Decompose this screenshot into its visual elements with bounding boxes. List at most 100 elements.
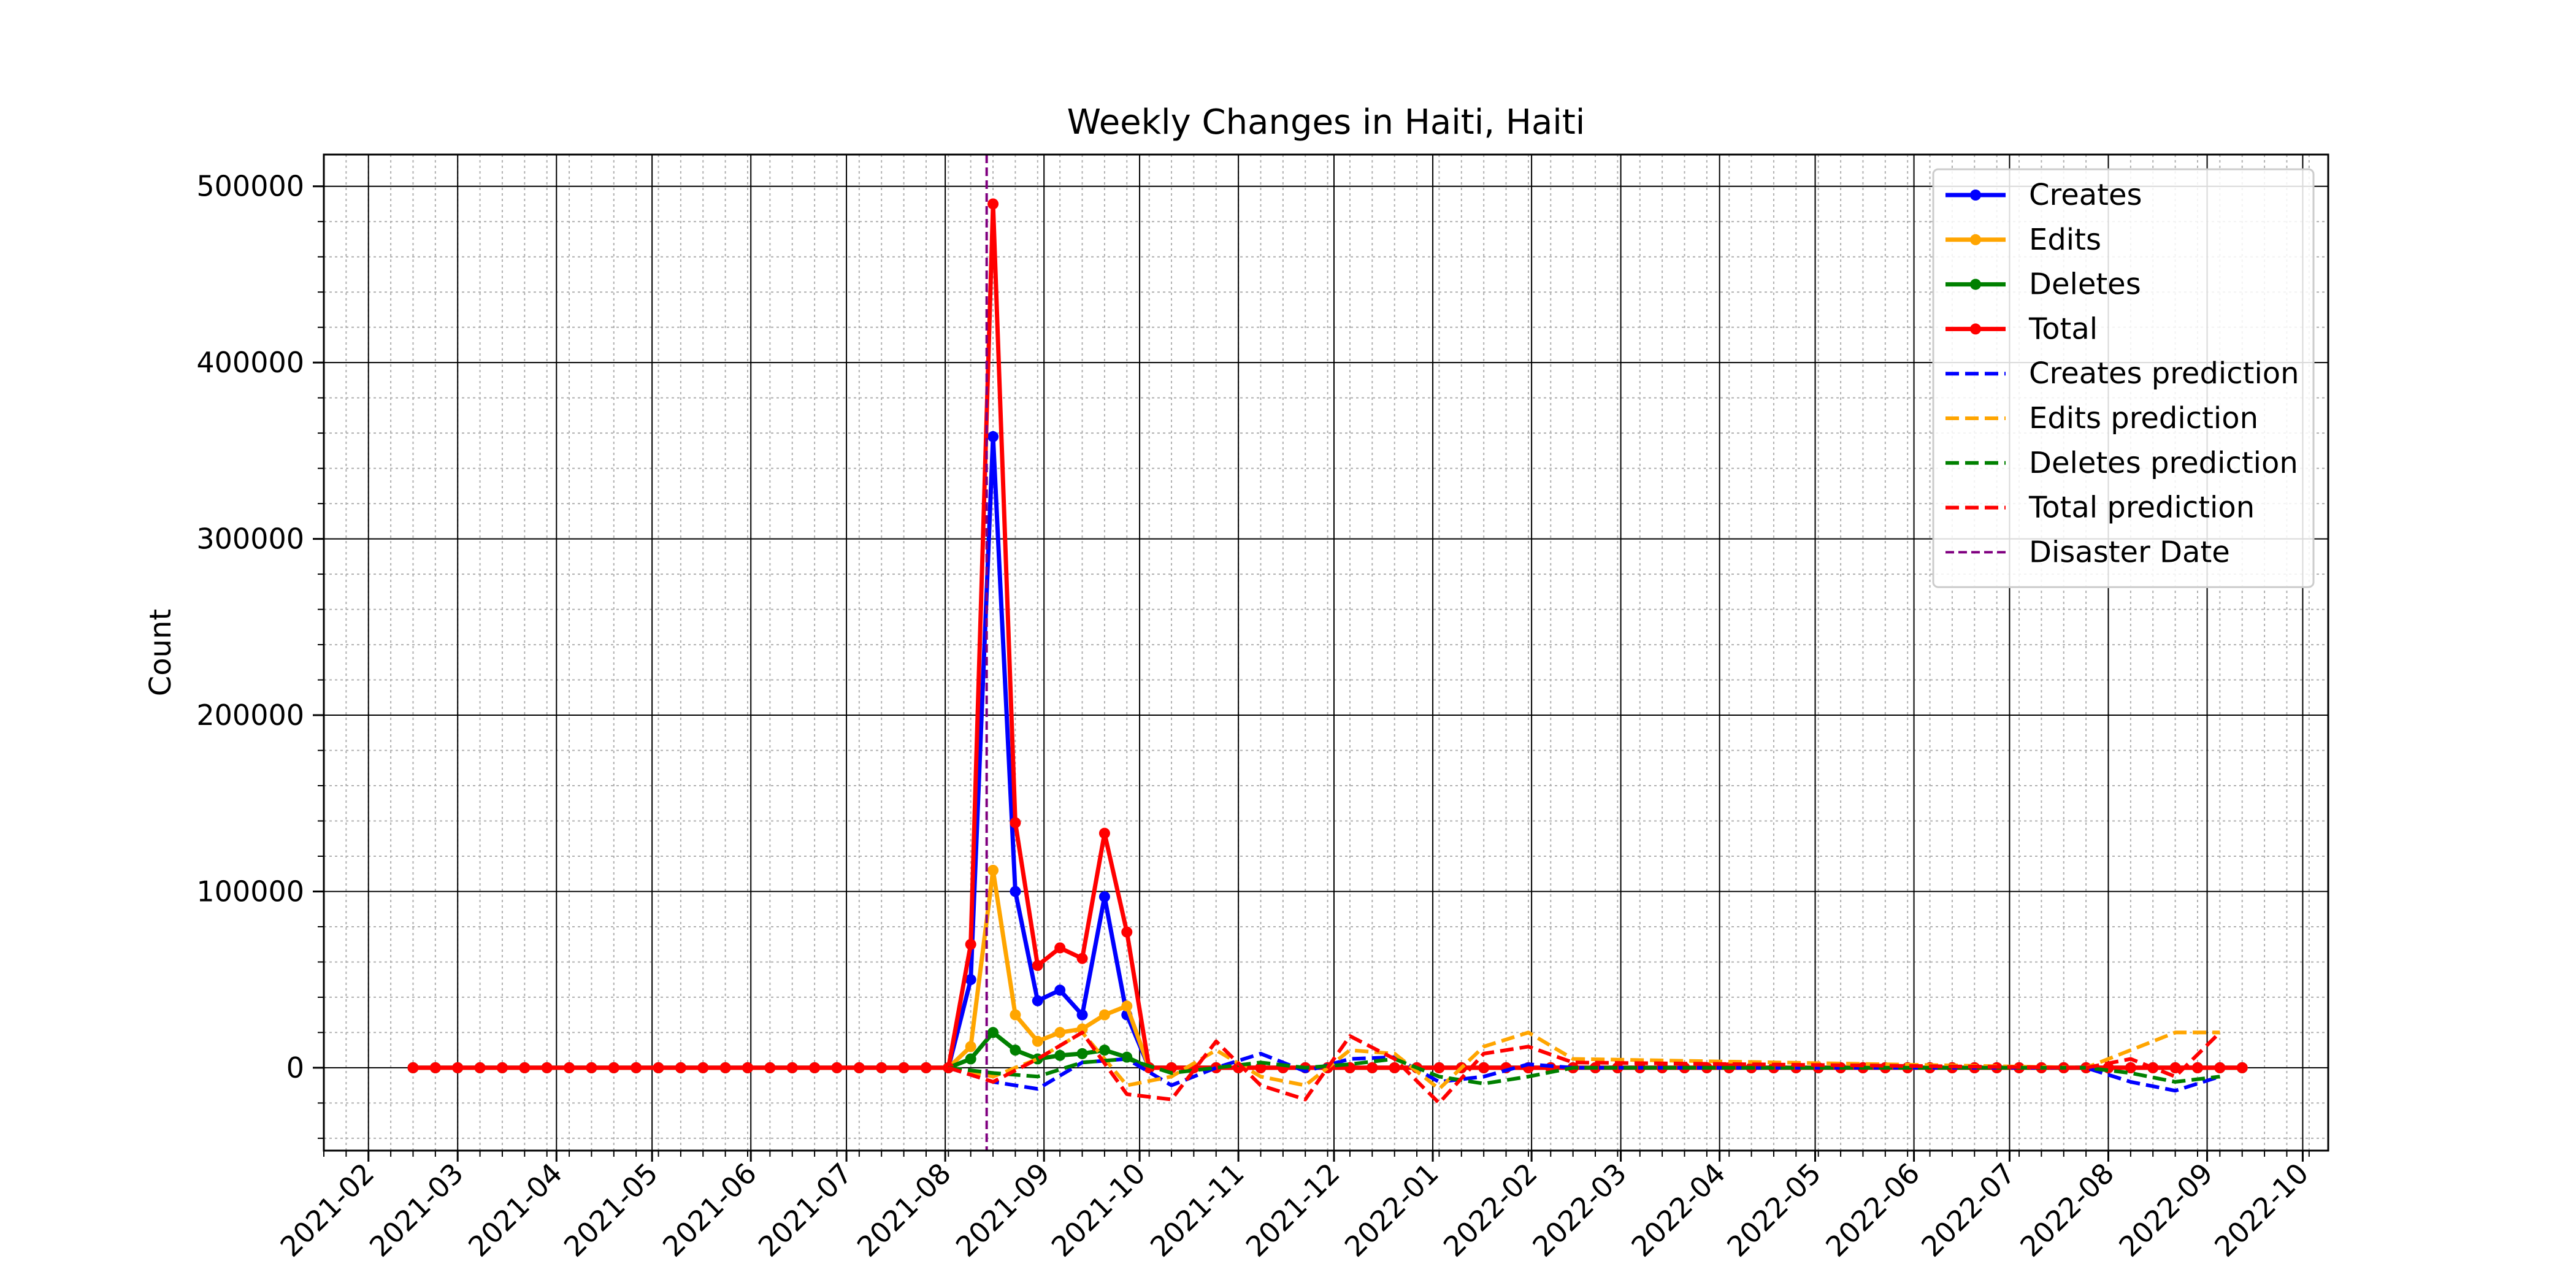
series-line-creates-prediction	[948, 1051, 2221, 1093]
series-baseline-point	[2214, 1062, 2226, 1073]
y-tick-label: 300000	[196, 523, 304, 556]
series-line-total	[946, 202, 1152, 1068]
y-tick-label: 200000	[196, 699, 304, 732]
legend-label: Deletes prediction	[2029, 446, 2298, 480]
series-baseline-point	[1478, 1062, 1490, 1073]
series-baseline-point	[429, 1062, 441, 1073]
series-baseline-point	[452, 1062, 464, 1073]
y-tick-label: 400000	[196, 346, 304, 379]
series-point	[1076, 953, 1088, 964]
series-line-edits	[946, 868, 1151, 1070]
legend-label: Creates	[2029, 178, 2142, 212]
series-baseline-point	[786, 1062, 798, 1073]
series-baseline-point	[719, 1062, 731, 1073]
series-point	[987, 431, 999, 442]
legend-marker	[1970, 323, 1981, 335]
legend-label: Edits	[2029, 223, 2101, 257]
series-baseline-point	[1367, 1062, 1378, 1073]
series-baseline-point	[1255, 1062, 1267, 1073]
legend-label: Total	[2028, 312, 2098, 346]
legend-entry-deletes: Deletes	[1945, 267, 2141, 302]
y-tick-label: 100000	[196, 875, 304, 908]
legend-entry-creates-prediction: Creates prediction	[1945, 356, 2299, 391]
series-point	[965, 974, 976, 986]
series-baseline-point	[1389, 1062, 1400, 1073]
series-baseline-point	[1612, 1062, 1623, 1073]
legend-marker	[1970, 234, 1981, 245]
series-line-deletes	[948, 1030, 1151, 1070]
y-tick-label: 0	[286, 1051, 304, 1084]
series-baseline-point	[831, 1062, 843, 1073]
series-point	[987, 864, 999, 876]
legend-entry-deletes-prediction: Deletes prediction	[1945, 446, 2298, 480]
series-point	[965, 1053, 976, 1065]
series-point	[1076, 1048, 1088, 1059]
series-point	[965, 1041, 976, 1052]
series-point	[1054, 942, 1066, 954]
series-baseline-point	[2191, 1062, 2203, 1073]
series-baseline-point	[2169, 1062, 2181, 1073]
series-baseline-point	[675, 1062, 686, 1073]
series-baseline-point	[496, 1062, 508, 1073]
series-point	[965, 938, 976, 950]
series-point	[1032, 995, 1043, 1006]
series-point	[1076, 1023, 1088, 1035]
series-point	[1098, 827, 1110, 839]
legend-entry-disaster-date: Disaster Date	[1945, 535, 2230, 569]
series-point	[1010, 1009, 1021, 1021]
plot-frame	[323, 153, 2329, 1152]
series-baseline-point	[853, 1062, 865, 1073]
series-point	[1121, 1000, 1133, 1012]
series-baseline-point	[742, 1062, 754, 1073]
series-point	[1032, 960, 1043, 972]
series-baseline-point	[608, 1062, 619, 1073]
series-point	[1032, 1035, 1043, 1047]
series-baseline-point	[407, 1062, 419, 1073]
series-baseline-point	[653, 1062, 664, 1073]
legend-label: Deletes	[2029, 267, 2141, 302]
series-layer	[407, 155, 2248, 1151]
series-point	[1054, 984, 1066, 996]
series-point	[1098, 1045, 1110, 1056]
series-total-prediction	[948, 1030, 2221, 1105]
series-baseline-point	[764, 1062, 776, 1073]
y-tick-label: 500000	[196, 170, 304, 203]
series-point	[1010, 817, 1021, 829]
series-point	[1010, 1045, 1021, 1056]
series-baseline-point	[631, 1062, 642, 1073]
legend-label: Total prediction	[2028, 491, 2255, 525]
legend-entry-creates: Creates	[1945, 178, 2142, 212]
series-point	[1098, 1009, 1110, 1021]
series-point	[1054, 1049, 1066, 1061]
series-baseline-point	[898, 1062, 910, 1073]
legend-box	[1932, 168, 2315, 588]
legend-label: Disaster Date	[2029, 535, 2230, 569]
series-point	[1010, 886, 1021, 897]
legend-entry-edits-prediction: Edits prediction	[1945, 401, 2258, 435]
legend-entry-total-prediction: Total prediction	[1945, 491, 2255, 525]
legend-label: Edits prediction	[2029, 401, 2258, 435]
series-baseline-point	[564, 1062, 575, 1073]
series-baseline-point	[920, 1062, 932, 1073]
series-baseline-point	[876, 1062, 887, 1073]
legend: Creates Edits Deletes Total Creates predicti…	[1932, 168, 2315, 588]
series-point	[987, 198, 999, 210]
series-point	[1121, 926, 1133, 938]
series-point	[1054, 1027, 1066, 1038]
series-baseline-point	[519, 1062, 531, 1073]
series-creates-prediction	[948, 1051, 2221, 1093]
series-baseline-point	[697, 1062, 709, 1073]
series-baseline-point	[2236, 1062, 2248, 1073]
series-point	[987, 1027, 999, 1038]
series-baseline-point	[586, 1062, 597, 1073]
legend-marker	[1970, 278, 1981, 290]
series-line-total-prediction	[948, 1030, 2221, 1105]
series-baseline-point	[1433, 1062, 1445, 1073]
series-baseline-point	[474, 1062, 486, 1073]
series-baseline-point	[2125, 1062, 2136, 1073]
y-axis-label: Count	[144, 609, 178, 697]
series-baseline-point	[809, 1062, 821, 1073]
legend-label: Creates prediction	[2029, 356, 2299, 391]
legend-marker	[1970, 190, 1981, 201]
